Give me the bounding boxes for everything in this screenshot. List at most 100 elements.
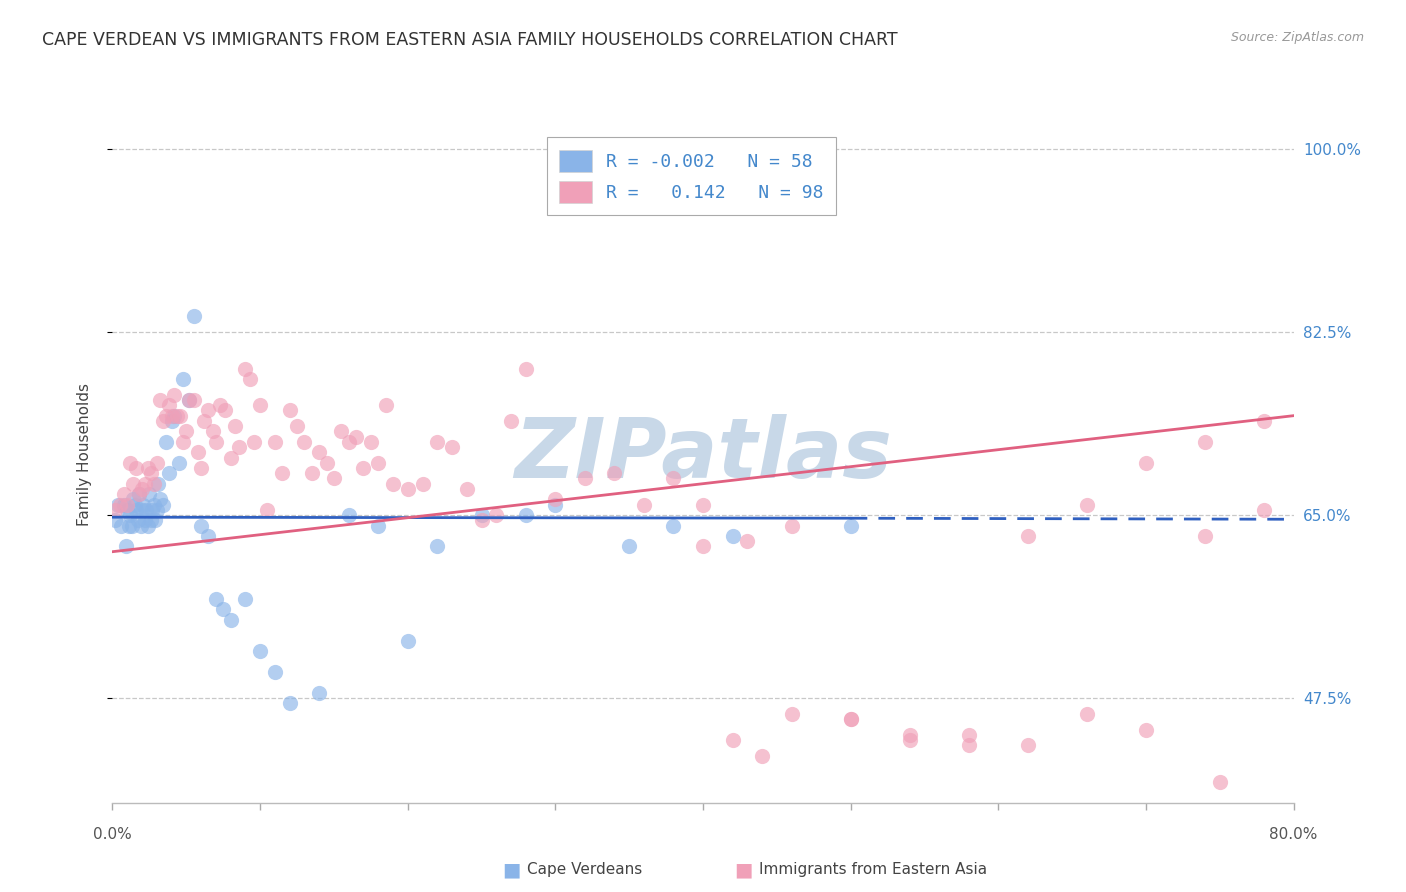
Point	[146, 503, 169, 517]
Point	[278, 403, 301, 417]
Point	[619, 540, 641, 554]
Point	[183, 310, 205, 324]
Point	[337, 508, 360, 522]
Point	[470, 508, 494, 522]
Point	[160, 409, 183, 423]
Point	[152, 414, 174, 428]
Point	[163, 388, 186, 402]
Point	[157, 398, 180, 412]
Point	[751, 748, 773, 763]
Point	[142, 498, 165, 512]
Point	[183, 392, 205, 407]
Text: 0.0%: 0.0%	[93, 827, 132, 841]
Point	[737, 534, 759, 549]
Point	[179, 392, 201, 407]
Point	[179, 392, 201, 407]
Point	[1253, 503, 1275, 517]
Point	[285, 419, 308, 434]
Point	[205, 434, 228, 449]
Point	[1194, 529, 1216, 543]
Point	[134, 513, 156, 527]
Point	[172, 372, 194, 386]
Point	[485, 508, 508, 522]
Point	[157, 467, 180, 481]
Point	[148, 476, 170, 491]
Text: ■: ■	[502, 860, 520, 880]
Point	[219, 450, 242, 465]
Point	[233, 361, 256, 376]
Point	[337, 434, 360, 449]
Point	[118, 518, 141, 533]
Point	[367, 518, 389, 533]
Point	[544, 492, 567, 507]
Point	[214, 403, 236, 417]
Point	[155, 409, 177, 423]
Text: Cape Verdeans: Cape Verdeans	[527, 863, 643, 877]
Point	[143, 513, 166, 527]
Text: Immigrants from Eastern Asia: Immigrants from Eastern Asia	[759, 863, 987, 877]
Point	[132, 498, 155, 512]
Point	[122, 492, 145, 507]
Point	[1135, 456, 1157, 470]
Point	[233, 591, 256, 606]
Point	[169, 409, 191, 423]
Point	[360, 434, 382, 449]
Point	[603, 467, 626, 481]
Point	[155, 434, 177, 449]
Point	[139, 467, 162, 481]
Point	[112, 487, 135, 501]
Text: ■: ■	[734, 860, 752, 880]
Point	[330, 425, 353, 439]
Point	[780, 706, 803, 721]
Point	[174, 425, 197, 439]
Point	[193, 414, 215, 428]
Point	[1194, 434, 1216, 449]
Point	[152, 498, 174, 512]
Point	[160, 414, 183, 428]
Point	[249, 644, 271, 658]
Point	[138, 487, 160, 501]
Text: CAPE VERDEAN VS IMMIGRANTS FROM EASTERN ASIA FAMILY HOUSEHOLDS CORRELATION CHART: CAPE VERDEAN VS IMMIGRANTS FROM EASTERN …	[42, 31, 898, 49]
Point	[131, 482, 153, 496]
Point	[692, 498, 714, 512]
Point	[128, 487, 150, 501]
Point	[278, 697, 301, 711]
Point	[315, 456, 337, 470]
Point	[187, 445, 209, 459]
Point	[301, 467, 323, 481]
Point	[141, 503, 163, 517]
Point	[190, 518, 212, 533]
Point	[323, 471, 346, 485]
Point	[127, 513, 149, 527]
Point	[367, 456, 389, 470]
Point	[120, 456, 142, 470]
Point	[135, 503, 157, 517]
Point	[110, 518, 132, 533]
Point	[1017, 529, 1039, 543]
Point	[1076, 498, 1098, 512]
Point	[219, 613, 242, 627]
Point	[271, 467, 294, 481]
Point	[104, 503, 127, 517]
Point	[633, 498, 655, 512]
Point	[239, 372, 262, 386]
Point	[839, 518, 862, 533]
Point	[139, 513, 162, 527]
Text: ZIPatlas: ZIPatlas	[515, 415, 891, 495]
Point	[662, 471, 685, 485]
Point	[166, 409, 188, 423]
Point	[544, 498, 567, 512]
Point	[344, 429, 367, 443]
Point	[120, 508, 142, 522]
Point	[197, 403, 219, 417]
Point	[243, 434, 266, 449]
Point	[1135, 723, 1157, 737]
Point	[721, 529, 744, 543]
Point	[1208, 775, 1232, 789]
Point	[112, 498, 135, 512]
Point	[142, 476, 165, 491]
Point	[117, 503, 138, 517]
Point	[721, 733, 744, 747]
Point	[352, 461, 374, 475]
Point	[205, 591, 228, 606]
